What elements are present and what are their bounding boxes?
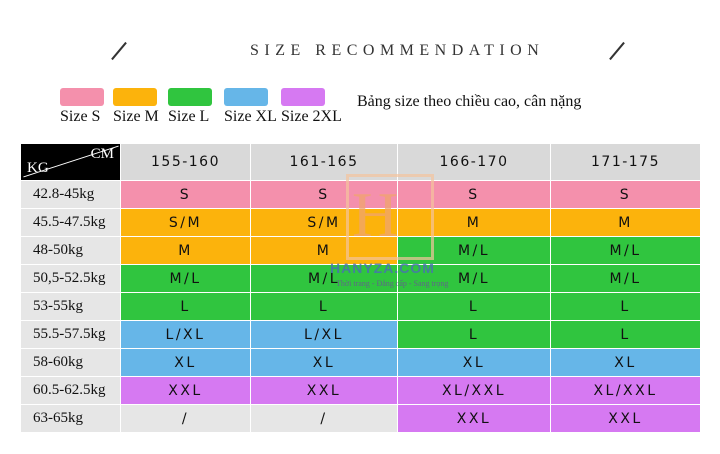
size-cell: XXL [397, 404, 551, 433]
column-header: 155-160 [120, 143, 251, 181]
size-cell: XXL [250, 376, 398, 405]
size-cell: XL [397, 348, 551, 377]
size-cell: L/XL [250, 320, 398, 349]
header: SIZE RECOMMENDATION Size S Size M Size L… [0, 0, 720, 140]
size-cell: S/M [120, 208, 251, 237]
table-body: 42.8-45kg S S S S 45.5-47.5kg S/M S/M M M 48-50kg M… [20, 180, 701, 433]
legend-swatch-l [168, 88, 212, 106]
title-slash-left [111, 41, 127, 61]
table-row: 58-60kg XL XL XL XL [20, 348, 701, 377]
size-cell: L [397, 292, 551, 321]
weight-cell: 48-50kg [20, 236, 121, 265]
legend-item-s: Size S [60, 88, 112, 125]
table-row: 42.8-45kg S S S S [20, 180, 701, 209]
weight-cell: 60.5-62.5kg [20, 376, 121, 405]
size-cell: / [250, 404, 398, 433]
size-cell: S [550, 180, 701, 209]
column-header: 171-175 [550, 143, 701, 181]
size-cell: XL/XXL [397, 376, 551, 405]
weight-cell: 63-65kg [20, 404, 121, 433]
size-cell: S/M [250, 208, 398, 237]
table-row: 53-55kg L L L L [20, 292, 701, 321]
size-cell: M/L [397, 236, 551, 265]
title-slash-right [609, 41, 625, 61]
size-cell: L [120, 292, 251, 321]
table-row: 63-65kg / / XXL XXL [20, 404, 701, 433]
table-row: 48-50kg M M M/L M/L [20, 236, 701, 265]
weight-cell: 50,5-52.5kg [20, 264, 121, 293]
table-row: 45.5-47.5kg S/M S/M M M [20, 208, 701, 237]
weight-cell: 55.5-57.5kg [20, 320, 121, 349]
watermark-frame [346, 174, 434, 260]
size-cell: XL [120, 348, 251, 377]
size-cell: M/L [120, 264, 251, 293]
size-cell: XL [250, 348, 398, 377]
legend-swatch-m [113, 88, 157, 106]
legend-item-m: Size M [113, 88, 165, 125]
size-cell: M/L [550, 264, 701, 293]
size-cell: XXL [120, 376, 251, 405]
legend-swatch-s [60, 88, 104, 106]
corner-cm-label: CM [90, 146, 114, 162]
legend-label-m: Size M [113, 108, 159, 125]
size-cell: M [550, 208, 701, 237]
size-cell: L [250, 292, 398, 321]
size-cell: / [120, 404, 251, 433]
size-cell: XXL [550, 404, 701, 433]
legend-note: Bảng size theo chiều cao, cân nặng [357, 93, 582, 110]
legend-item-l: Size L [168, 88, 220, 125]
size-cell: M/L [397, 264, 551, 293]
legend-label-2xl: Size 2XL [281, 108, 342, 125]
size-cell: L/XL [120, 320, 251, 349]
weight-cell: 53-55kg [20, 292, 121, 321]
legend-item-2xl: Size 2XL [281, 88, 342, 125]
legend-label-xl: Size XL [224, 108, 277, 125]
legend-item-xl: Size XL [224, 88, 277, 125]
watermark-brand: HANYZA.COM [330, 260, 435, 276]
legend-swatch-2xl [281, 88, 325, 106]
size-cell: L [550, 292, 701, 321]
watermark-tagline: Thời trang - Đẳng cấp - Sang trọng [336, 279, 449, 288]
watermark-logo: H [352, 179, 399, 250]
size-cell: L [550, 320, 701, 349]
size-cell: S [120, 180, 251, 209]
table-row: 55.5-57.5kg L/XL L/XL L L [20, 320, 701, 349]
size-table: CM KG 155-160 161-165 166-170 171-175 42… [20, 143, 701, 433]
table-corner: CM KG [20, 143, 121, 181]
table-row: 60.5-62.5kg XXL XXL XL/XXL XL/XXL [20, 376, 701, 405]
legend-swatch-xl [224, 88, 268, 106]
size-cell: M [120, 236, 251, 265]
weight-cell: 58-60kg [20, 348, 121, 377]
legend-label-l: Size L [168, 108, 210, 125]
size-cell: L [397, 320, 551, 349]
corner-kg-label: KG [27, 160, 49, 176]
size-cell: XL [550, 348, 701, 377]
weight-cell: 45.5-47.5kg [20, 208, 121, 237]
weight-cell: 42.8-45kg [20, 180, 121, 209]
legend-label-s: Size S [60, 108, 101, 125]
size-cell: M/L [550, 236, 701, 265]
size-cell: S [397, 180, 551, 209]
page-title: SIZE RECOMMENDATION [250, 42, 545, 59]
size-cell: XL/XXL [550, 376, 701, 405]
